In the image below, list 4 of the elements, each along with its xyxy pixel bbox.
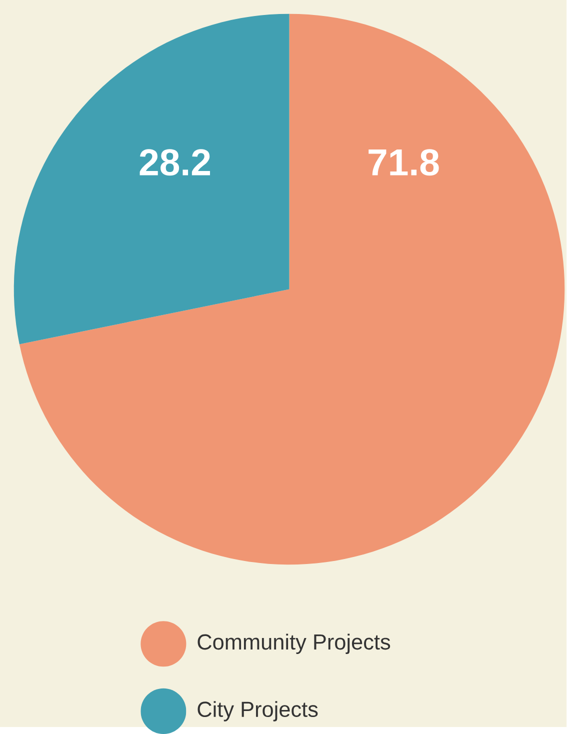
data-label: 28.2 bbox=[140, 149, 210, 176]
data-label: 71.8 bbox=[368, 149, 440, 176]
legend-label: Community Projects bbox=[198, 634, 390, 654]
legend-label: City Projects bbox=[198, 701, 318, 722]
